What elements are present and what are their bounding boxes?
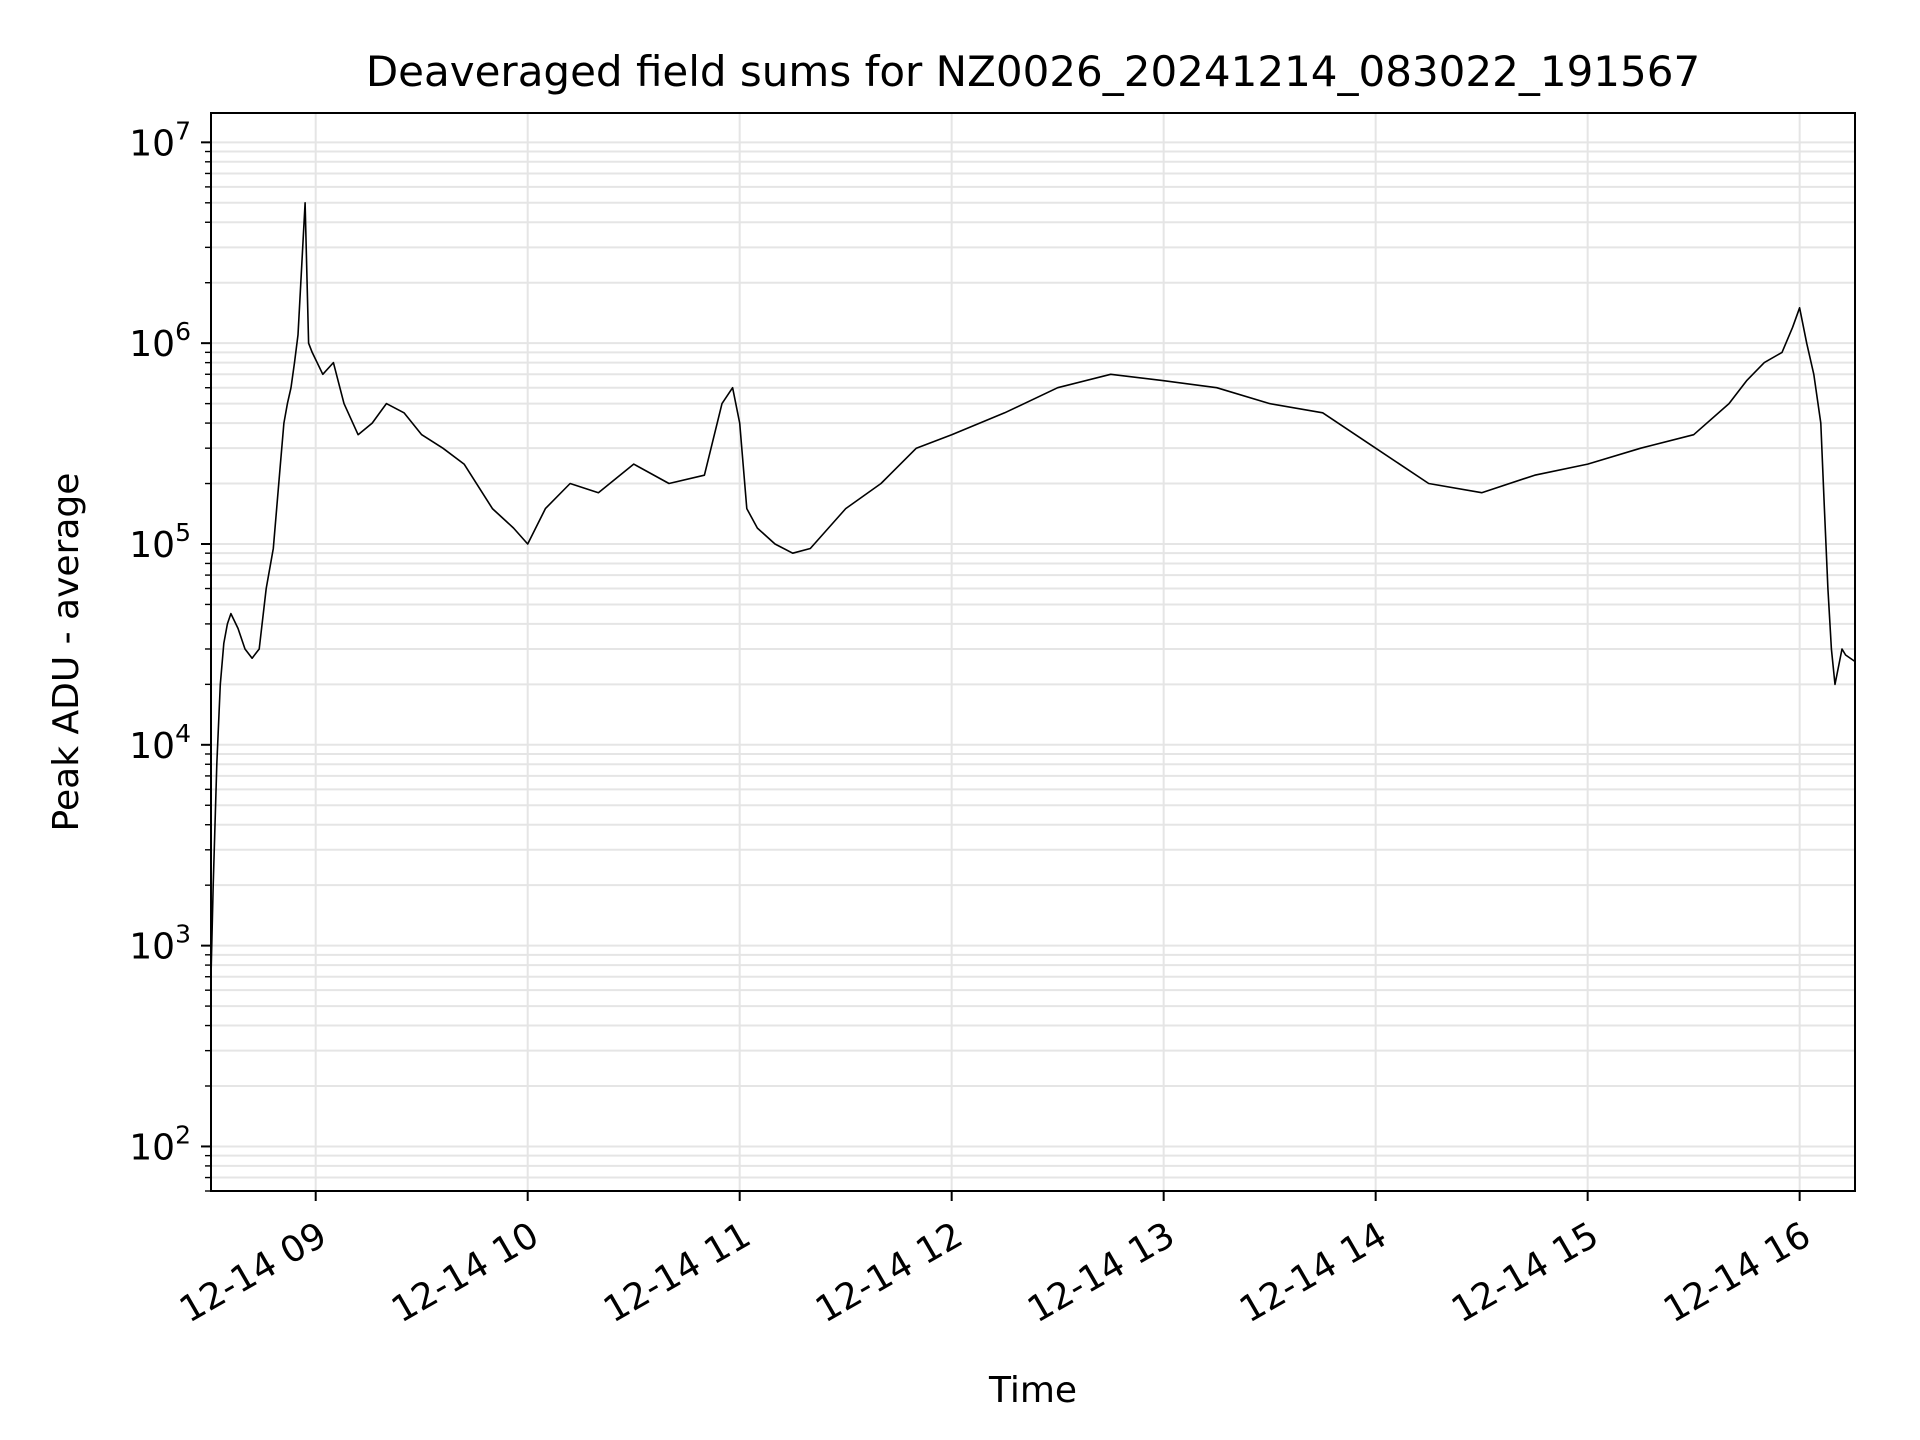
y-tick-label: 106 (129, 317, 191, 365)
x-axis-label: Time (988, 1370, 1077, 1411)
series-layer (210, 202, 1856, 977)
y-tick-base: 10 (129, 1127, 175, 1168)
chart-title: Deaveraged field sums for NZ0026_2024121… (366, 47, 1700, 96)
y-tick-exponent: 2 (175, 1120, 191, 1149)
y-axis-label: Peak ADU - average (46, 473, 87, 832)
tick-marks (201, 141, 1801, 1201)
grid-lines (211, 113, 1855, 1192)
y-tick-exponent: 4 (175, 719, 191, 748)
series-line (210, 202, 1856, 977)
y-tick-exponent: 5 (175, 518, 191, 547)
y-tick-label: 104 (129, 719, 191, 767)
y-tick-base: 10 (129, 726, 175, 767)
y-tick-label: 103 (129, 920, 191, 968)
y-tick-base: 10 (129, 324, 175, 365)
plot-frame (210, 112, 1856, 1192)
y-tick-exponent: 7 (175, 116, 191, 145)
y-tick-base: 10 (129, 927, 175, 968)
y-tick-exponent: 6 (175, 317, 191, 346)
y-tick-exponent: 3 (175, 920, 191, 949)
y-tick-label: 102 (129, 1120, 191, 1168)
y-tick-label: 107 (129, 116, 191, 164)
y-tick-base: 10 (129, 525, 175, 566)
y-tick-label: 105 (129, 518, 191, 566)
y-tick-base: 10 (129, 123, 175, 164)
